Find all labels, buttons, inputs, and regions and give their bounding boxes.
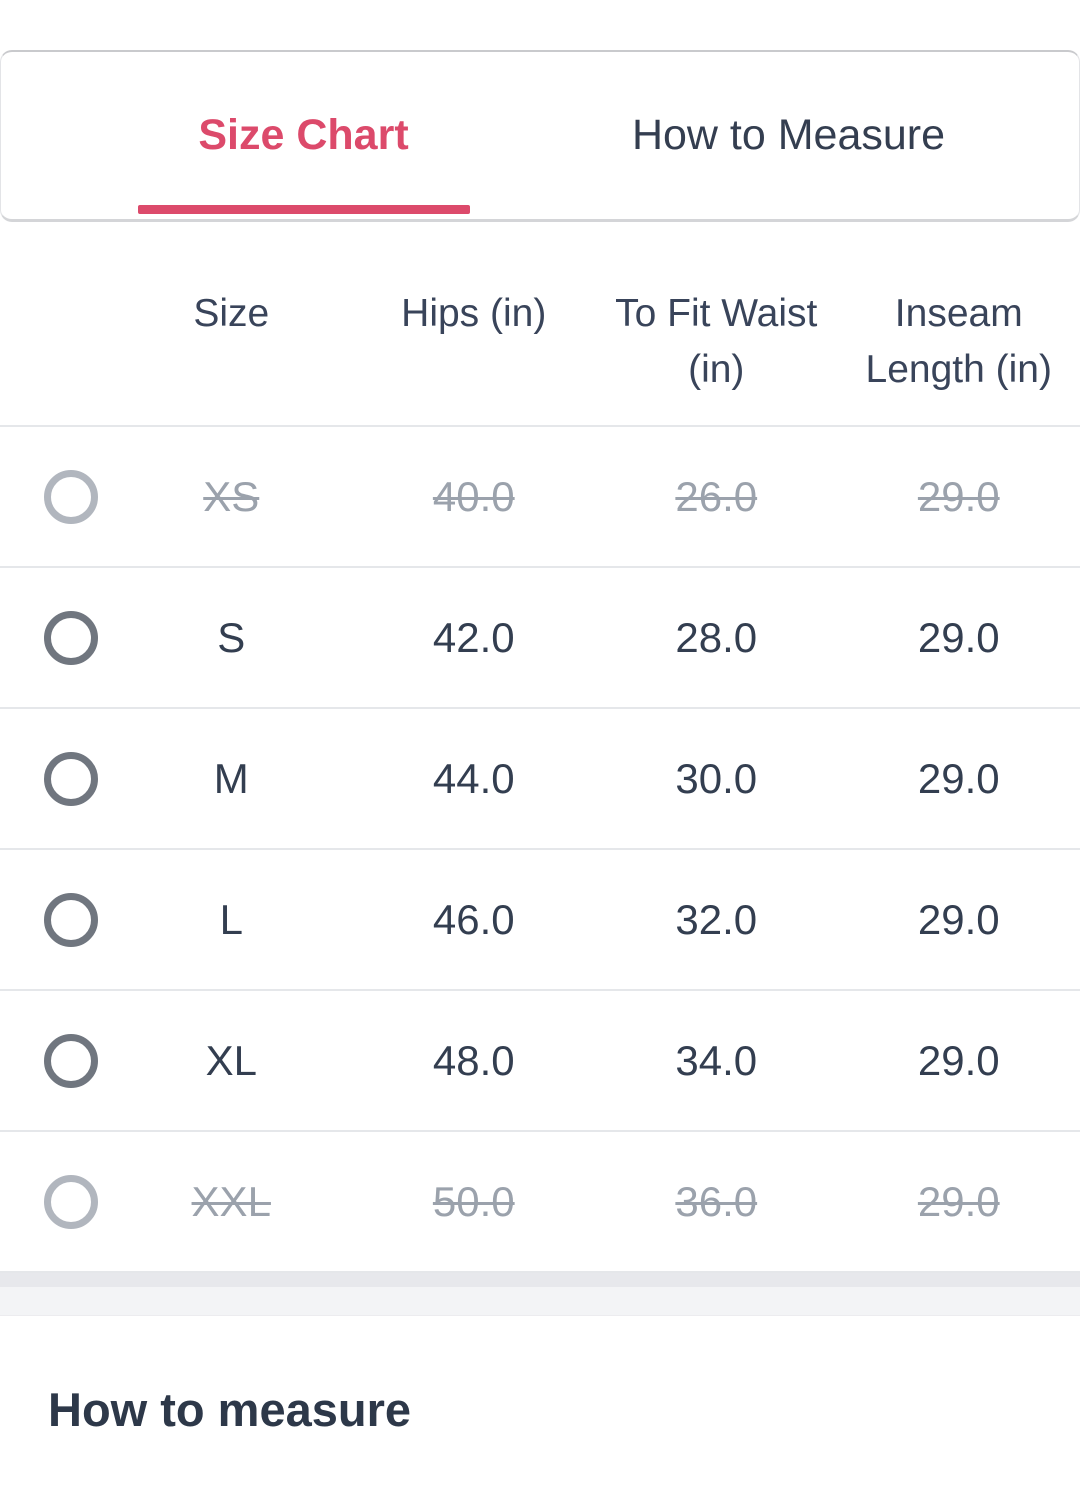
- scroll-edge-band: [0, 1273, 1080, 1287]
- active-tab-indicator: [137, 205, 470, 214]
- waist-value: 26.0: [675, 472, 758, 520]
- size-value: S: [217, 613, 246, 661]
- size-row-m[interactable]: M 44.0 30.0 29.0: [0, 709, 1080, 850]
- column-header-waist-label: To Fit Waist (in): [615, 292, 818, 391]
- inseam-value: 29.0: [917, 472, 1000, 520]
- column-header-size: Size: [110, 286, 353, 342]
- inseam-value: 29.0: [917, 754, 1000, 802]
- inseam-value: 29.0: [917, 1177, 1000, 1225]
- radio-button[interactable]: [44, 892, 98, 947]
- radio-cell: [0, 610, 110, 665]
- tab-size-chart[interactable]: Size Chart: [61, 52, 546, 219]
- radio-cell: [0, 751, 110, 806]
- radio-button[interactable]: [44, 610, 98, 665]
- size-chart-sheet: Size Chart How to Measure Size Hips (in)…: [0, 50, 1080, 1436]
- radio-button[interactable]: [44, 751, 98, 806]
- waist-value: 30.0: [675, 754, 758, 802]
- size-row-xl[interactable]: XL 48.0 34.0 29.0: [0, 991, 1080, 1132]
- size-row-s[interactable]: S 42.0 28.0 29.0: [0, 568, 1080, 709]
- tab-how-to-measure[interactable]: How to Measure: [546, 52, 1031, 219]
- table-header: Size Hips (in) To Fit Waist (in) Inseam …: [0, 222, 1080, 427]
- size-value: XXL: [191, 1177, 271, 1225]
- radio-button[interactable]: [44, 1033, 98, 1088]
- tab-bar: Size Chart How to Measure: [0, 50, 1080, 222]
- size-value: M: [213, 754, 249, 802]
- waist-value: 28.0: [675, 613, 758, 661]
- column-header-inseam: Inseam Length (in): [838, 286, 1080, 398]
- hips-value: 48.0: [432, 1036, 515, 1084]
- inseam-value: 29.0: [917, 613, 1000, 661]
- inseam-value: 29.0: [917, 895, 1000, 943]
- size-value: L: [219, 895, 243, 943]
- size-row-xxl[interactable]: XXL 50.0 36.0 29.0: [0, 1132, 1080, 1273]
- inseam-value: 29.0: [917, 1036, 1000, 1084]
- radio-cell: [0, 892, 110, 947]
- column-header-waist: To Fit Waist (in): [595, 286, 838, 398]
- waist-value: 34.0: [675, 1036, 758, 1084]
- size-row-xs[interactable]: XS 40.0 26.0 29.0: [0, 427, 1080, 568]
- hips-value: 46.0: [432, 895, 515, 943]
- column-header-hips: Hips (in): [353, 286, 596, 342]
- size-value: XL: [205, 1036, 257, 1084]
- tab-size-chart-label: Size Chart: [198, 111, 409, 159]
- section-gap-band: [0, 1287, 1080, 1316]
- size-row-l[interactable]: L 46.0 32.0 29.0: [0, 850, 1080, 991]
- tab-how-to-measure-label: How to Measure: [631, 111, 946, 159]
- column-header-size-label: Size: [193, 292, 270, 335]
- radio-button[interactable]: [44, 469, 98, 524]
- radio-cell: [0, 469, 110, 524]
- column-header-hips-label: Hips (in): [401, 292, 547, 335]
- hips-value: 40.0: [432, 472, 515, 520]
- hips-value: 44.0: [432, 754, 515, 802]
- radio-cell: [0, 1174, 110, 1229]
- waist-value: 32.0: [675, 895, 758, 943]
- radio-cell: [0, 1033, 110, 1088]
- section-heading: How to measure: [48, 1383, 412, 1436]
- waist-value: 36.0: [675, 1177, 758, 1225]
- size-value: XS: [203, 472, 260, 520]
- hips-value: 42.0: [432, 613, 515, 661]
- column-header-inseam-label: Inseam Length (in): [865, 292, 1052, 391]
- hips-value: 50.0: [432, 1177, 515, 1225]
- radio-button[interactable]: [44, 1174, 98, 1229]
